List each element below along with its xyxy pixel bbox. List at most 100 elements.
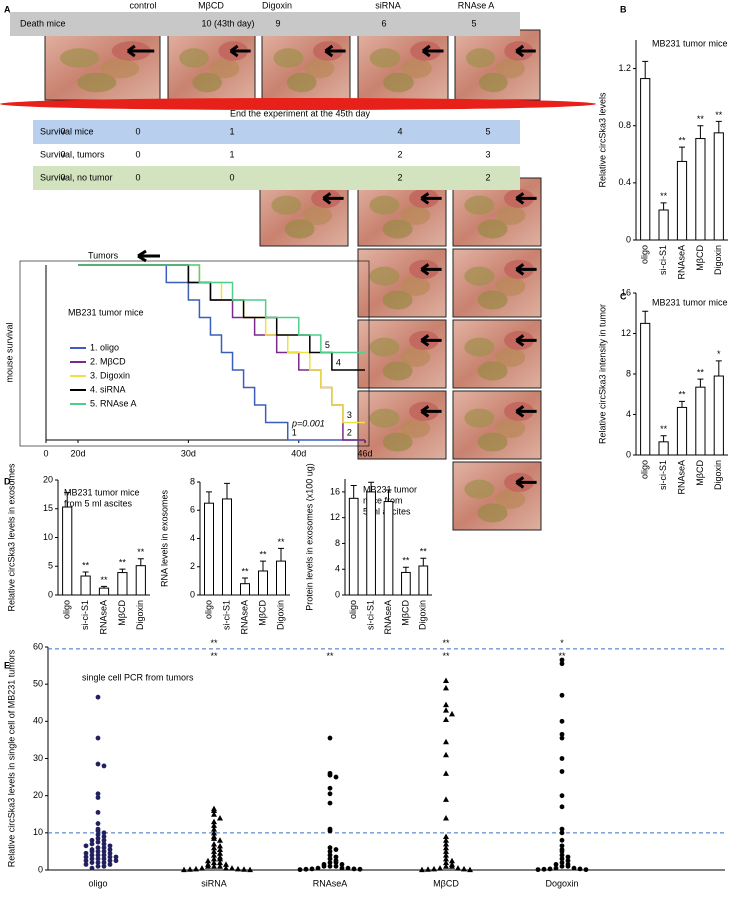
data-point	[89, 837, 95, 843]
column-header: siRNA	[375, 0, 401, 10]
data-point	[559, 661, 565, 667]
y-tick-label: 0	[626, 449, 631, 459]
data-point	[467, 866, 473, 873]
panel-label: B	[620, 4, 627, 14]
data-point	[101, 837, 107, 843]
data-point	[351, 866, 357, 872]
cell: 3	[485, 149, 490, 159]
data-point	[95, 839, 101, 845]
error-bar	[101, 585, 107, 589]
data-point	[425, 866, 431, 872]
data-point	[559, 769, 565, 774]
photo-tissue	[369, 266, 400, 286]
y-tick-label: 1.2	[618, 63, 631, 73]
cell: 1	[229, 126, 234, 136]
legend-label: 4. siRNA	[90, 384, 126, 394]
panel-label: E	[4, 660, 10, 670]
x-tick-label: MβCD	[400, 600, 410, 626]
data-point	[327, 845, 333, 851]
end-label: 5	[325, 340, 330, 350]
x-tick-label: oligo	[88, 878, 107, 888]
legend-label: 5. RNAse A	[90, 398, 137, 408]
data-point	[101, 834, 107, 839]
data-point	[89, 865, 95, 871]
photo-arrow	[229, 44, 251, 58]
data-point	[565, 863, 571, 869]
data-point	[443, 855, 449, 862]
panel-label: D	[4, 476, 11, 486]
y-tick-label: 0	[335, 589, 340, 599]
photo-arrow	[420, 334, 442, 347]
photo-arrow	[515, 334, 537, 347]
photo-tissue	[464, 195, 495, 215]
data-point	[443, 738, 449, 745]
data-point	[449, 857, 455, 864]
data-point	[443, 707, 449, 713]
y-tick-label: 8	[626, 368, 631, 378]
data-point	[559, 804, 565, 810]
data-point	[101, 852, 107, 858]
data-point	[339, 865, 345, 871]
error-bar	[697, 125, 704, 139]
bar	[658, 441, 669, 456]
data-point	[303, 866, 309, 872]
row-label: Survival, no tumor	[40, 172, 113, 182]
data-point	[83, 850, 89, 856]
column-header: RNAse A	[458, 0, 495, 10]
data-point	[211, 863, 217, 869]
data-point	[217, 850, 223, 856]
photo-tissue	[477, 219, 508, 239]
y-tick-label: 12	[330, 512, 340, 522]
cell: 0	[135, 172, 140, 182]
panel-label: A	[4, 4, 11, 14]
data-point	[443, 863, 449, 869]
data-point	[211, 859, 217, 866]
significance: **	[660, 191, 668, 201]
photo-arrow	[515, 192, 537, 205]
error-bar	[385, 489, 392, 502]
x-tick-label: 20d	[70, 448, 85, 458]
significance: **	[100, 575, 108, 585]
data-point	[83, 854, 89, 860]
data-point	[559, 756, 565, 761]
bar	[418, 565, 429, 596]
photo-tissue	[495, 276, 526, 296]
error-bar	[402, 566, 409, 573]
data-point	[535, 867, 541, 873]
data-point	[559, 657, 565, 663]
data-point	[217, 837, 223, 843]
data-point	[559, 731, 565, 737]
data-point	[211, 829, 217, 836]
data-point	[327, 828, 333, 834]
y-axis-label: mouse survival	[4, 322, 14, 382]
x-tick-label: MβCD	[695, 245, 705, 271]
y-axis-label: Protein levels in exosomes (x100 ug)	[304, 463, 314, 611]
data-point	[357, 866, 363, 872]
x-tick-label: RNAseA	[676, 460, 686, 495]
photo-arrow	[420, 405, 442, 418]
photo-tissue	[495, 58, 525, 79]
data-point	[327, 791, 333, 797]
x-tick-label: Dogoxin	[545, 878, 578, 888]
photo-tissue	[477, 503, 508, 523]
column-header: MβCD	[198, 0, 224, 10]
data-point	[443, 833, 449, 840]
data-point	[95, 791, 101, 797]
y-tick-label: 0.8	[618, 120, 631, 130]
photo-tissue	[495, 347, 526, 367]
x-tick-label: RNAseA	[313, 878, 348, 888]
x-tick-label: oligo	[640, 245, 650, 264]
significance: **	[660, 424, 668, 434]
y-tick-label: 50	[33, 679, 43, 689]
data-point	[95, 845, 101, 851]
data-point	[211, 818, 217, 825]
end-label: 2	[347, 427, 352, 437]
photo-tissue	[477, 432, 508, 452]
y-tick-label: 4	[626, 409, 631, 419]
photo-arrow	[515, 263, 537, 276]
photo-tissue	[464, 479, 495, 499]
y-tick-label: 0	[48, 589, 53, 599]
y-tick-label: 20	[33, 790, 43, 800]
subtitle: MB231 tumor	[363, 484, 417, 494]
photo-tissue	[100, 58, 140, 79]
